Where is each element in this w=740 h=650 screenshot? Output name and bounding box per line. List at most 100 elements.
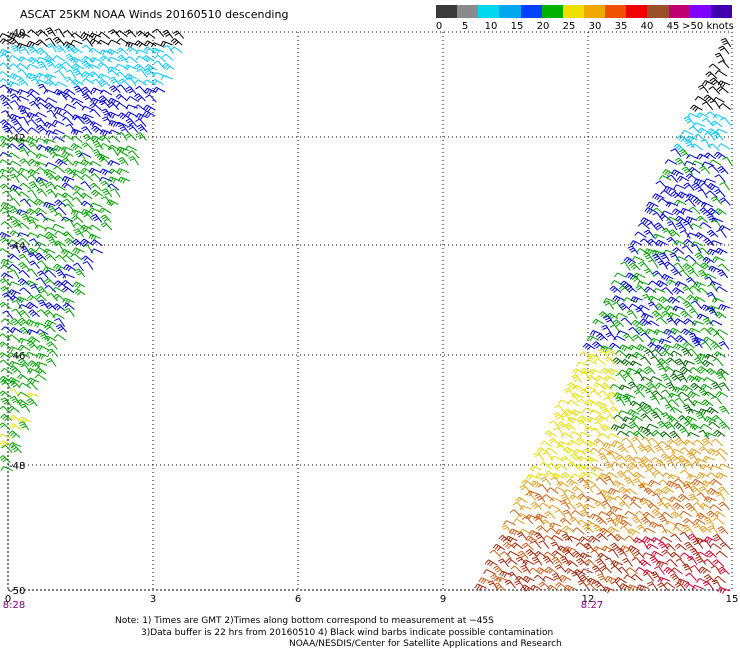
wind-barb [567, 461, 579, 470]
wind-barb [672, 305, 685, 312]
wind-barb [674, 215, 688, 224]
wind-barb [20, 364, 32, 374]
wind-barb [134, 63, 147, 71]
wind-barb [92, 148, 103, 159]
wind-barb [679, 229, 691, 239]
wind-barb [62, 93, 75, 101]
wind-barb [63, 307, 75, 317]
wind-barb [80, 238, 93, 246]
wind-barb [651, 310, 664, 318]
wind-barb [711, 381, 723, 391]
wind-barb [584, 558, 597, 568]
wind-barb [36, 167, 49, 174]
wind-barb [686, 154, 699, 160]
scale-swatch [478, 5, 500, 18]
wind-barb [718, 501, 730, 511]
wind-barb [669, 573, 682, 582]
wind-barb [512, 501, 525, 511]
wind-barb [680, 384, 694, 392]
wind-barb [91, 125, 104, 133]
wind-barb [522, 575, 535, 583]
wind-barb [44, 59, 56, 69]
wind-barb [698, 566, 711, 574]
wind-barb [27, 29, 40, 37]
wind-barb [529, 584, 543, 591]
wind-barb [685, 572, 697, 581]
wind-barb [596, 492, 608, 502]
wind-barb [107, 101, 120, 110]
wind-barb [589, 409, 603, 416]
wind-barb [116, 150, 129, 157]
wind-barb [699, 525, 712, 533]
wind-barb [618, 486, 631, 495]
wind-barb [65, 219, 76, 229]
wind-barb [115, 93, 128, 102]
wind-barb [691, 244, 702, 254]
wind-barb [658, 296, 671, 304]
wind-barb [609, 383, 623, 390]
wind-barb [34, 361, 48, 368]
wind-barb [683, 182, 695, 191]
wind-barb [572, 527, 585, 535]
wind-barb [124, 73, 137, 81]
wind-barb [0, 341, 11, 349]
wind-barb [125, 132, 137, 141]
wind-barb [546, 584, 559, 591]
lon-label: 15 [726, 594, 739, 605]
wind-barb [664, 445, 676, 455]
wind-barb [9, 269, 20, 280]
wind-barb [682, 220, 694, 230]
wind-barb [679, 366, 692, 374]
wind-barb [18, 253, 30, 263]
wind-barb [125, 41, 138, 49]
wind-barb [614, 272, 627, 278]
wind-barb [16, 95, 30, 101]
wind-barb [0, 231, 12, 239]
wind-barb [625, 567, 638, 574]
wind-barb [644, 348, 656, 358]
wind-barb [683, 160, 697, 166]
wind-barb [689, 285, 702, 293]
wind-barb [17, 352, 31, 359]
wind-barb [662, 343, 675, 351]
wind-barb [534, 493, 546, 503]
wind-barb [683, 439, 696, 446]
wind-barb [26, 382, 38, 391]
wind-barb [599, 489, 612, 497]
wind-barb [655, 459, 667, 469]
wind-barb [44, 285, 57, 293]
wind-barb [515, 496, 528, 504]
note-line-1: Note: 1) Times are GMT 2)Times along bot… [115, 616, 494, 626]
wind-barb [697, 269, 709, 279]
wind-barb [0, 207, 13, 213]
wind-barb [628, 420, 640, 430]
wind-barb [531, 556, 543, 566]
wind-barb [686, 375, 699, 383]
wind-barb [52, 286, 65, 293]
wind-barb [80, 167, 93, 174]
lat-label: -50 [9, 586, 25, 597]
wind-barb [44, 269, 57, 278]
wind-barb [671, 386, 685, 394]
wind-barb [18, 116, 30, 126]
wind-barb [2, 310, 14, 320]
wind-barb [118, 78, 130, 87]
map-axes: -40 -42 -44 -46 -48 -500 3 6 9 12 15 8:28 8:27 [3, 28, 739, 611]
wind-barb [62, 297, 75, 305]
wind-barb [564, 502, 577, 511]
wind-barb [563, 446, 576, 455]
wind-barb [636, 406, 649, 415]
wind-barb [507, 571, 519, 581]
wind-barb [627, 462, 640, 470]
wind-barb [661, 486, 675, 494]
wind-barb [646, 320, 660, 327]
wind-barb [82, 260, 94, 270]
wind-barb [616, 547, 628, 557]
wind-barb [681, 245, 694, 254]
wind-barb [595, 477, 608, 485]
wind-barb [667, 312, 681, 319]
wind-barb [124, 64, 137, 71]
wind-barb [685, 135, 698, 143]
wind-barb [704, 353, 717, 360]
wind-barb [581, 448, 595, 455]
